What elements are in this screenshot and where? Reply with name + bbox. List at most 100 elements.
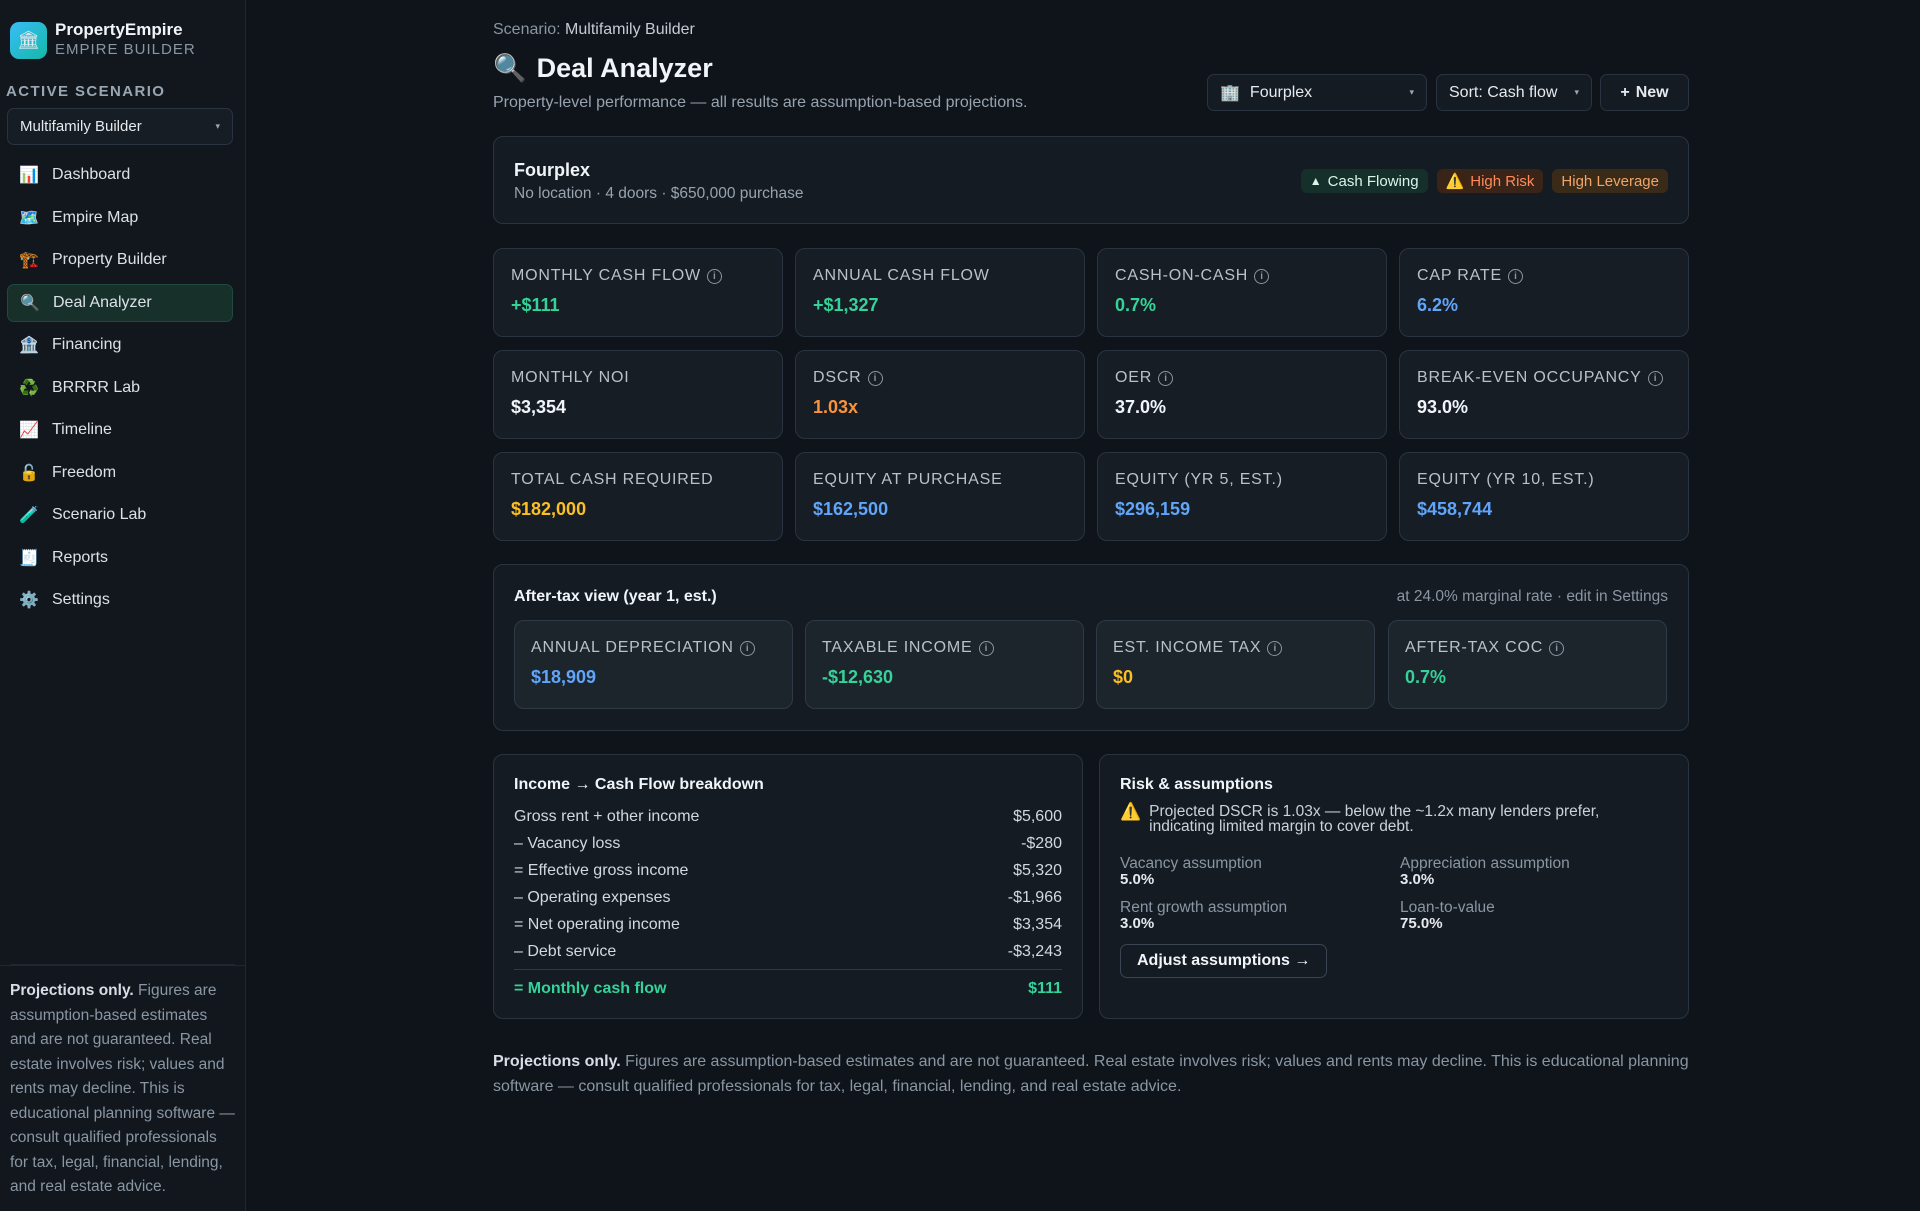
assumption-vacancy: Vacancy assumption 5.0% xyxy=(1120,856,1380,888)
sidebar-item-label: Reports xyxy=(52,548,109,566)
metric-total-cash-required: TOTAL CASH REQUIRED $182,000 xyxy=(493,452,783,541)
sidebar-item-financing[interactable]: 🏦 Financing xyxy=(7,326,233,364)
sidebar-disclaimer: Projections only. Figures are assumption… xyxy=(0,964,246,1200)
metric-equity-yr5: EQUITY (YR 5, EST.) $296,159 xyxy=(1097,452,1387,541)
metric-label: EST. INCOME TAX i xyxy=(1113,639,1283,657)
metric-label-text: BREAK-EVEN OCCUPANCY xyxy=(1417,369,1642,386)
metric-label: BREAK-EVEN OCCUPANCY i xyxy=(1417,369,1663,387)
bank-icon: 🏦 xyxy=(19,337,39,354)
metric-label-text: EQUITY AT PURCHASE xyxy=(813,471,1003,488)
property-details: No location · 4 doors · $650,000 purchas… xyxy=(514,185,804,202)
sidebar-item-reports[interactable]: 🧾 Reports xyxy=(7,539,233,577)
metric-label: MONTHLY NOI xyxy=(511,369,629,387)
metric-dscr: DSCR i 1.03x xyxy=(795,350,1085,439)
assumption-label: Rent growth assumption xyxy=(1120,899,1288,916)
metric-label-text: MONTHLY CASH FLOW xyxy=(511,267,701,284)
badge-label: Cash Flowing xyxy=(1327,172,1419,190)
metric-label: OER i xyxy=(1115,369,1174,387)
metric-annual-cash-flow: ANNUAL CASH FLOW +$1,327 xyxy=(795,248,1085,337)
after-tax-note[interactable]: at 24.0% marginal rate · edit in Setting… xyxy=(1396,588,1668,605)
metric-label-text: DSCR xyxy=(813,369,862,386)
breadcrumb: Scenario: Multifamily Builder xyxy=(493,21,695,39)
metric-label-text: ANNUAL DEPRECIATION xyxy=(531,639,734,656)
tax-taxable-income: TAXABLE INCOME i -$12,630 xyxy=(805,620,1084,709)
test-tube-icon: 🧪 xyxy=(19,507,39,524)
footer-disclaimer: Projections only. Figures are assumption… xyxy=(493,1050,1689,1099)
new-button-label: New xyxy=(1635,83,1669,101)
assumption-label: Appreciation assumption xyxy=(1400,855,1570,872)
sidebar-item-label: Property Builder xyxy=(52,251,167,268)
info-icon[interactable]: i xyxy=(978,640,994,656)
adjust-assumptions-button[interactable]: Adjust assumptions → xyxy=(1120,944,1328,978)
breakdown-value: $3,354 xyxy=(1013,916,1062,933)
metric-break-even-occupancy: BREAK-EVEN OCCUPANCY i 93.0% xyxy=(1399,350,1689,439)
metric-label-text: TOTAL CASH REQUIRED xyxy=(511,471,714,488)
breadcrumb-value[interactable]: Multifamily Builder xyxy=(565,21,695,38)
sidebar-item-label: Scenario Lab xyxy=(52,506,147,523)
brand[interactable]: 🏛 PropertyEmpire EMPIRE BUILDER xyxy=(10,20,196,60)
metric-equity-at-purchase: EQUITY AT PURCHASE $162,500 xyxy=(795,452,1085,541)
info-icon[interactable]: i xyxy=(1507,268,1523,284)
chart-icon: 📊 xyxy=(19,167,39,184)
app-name: PropertyEmpire xyxy=(55,20,183,39)
sidebar-item-deal-analyzer[interactable]: 🔍 Deal Analyzer xyxy=(7,283,233,322)
sidebar-item-empire-map[interactable]: 🗺️ Empire Map xyxy=(7,199,233,237)
sidebar-item-label: Empire Map xyxy=(52,208,139,226)
scenario-select[interactable]: Multifamily Builder ▾ xyxy=(7,108,233,145)
trend-icon: 📈 xyxy=(19,422,39,439)
badge-label: High Risk xyxy=(1470,172,1535,190)
info-icon[interactable]: i xyxy=(1254,268,1270,284)
sidebar-item-brrrr-lab[interactable]: ♻️ BRRRR Lab xyxy=(7,369,233,407)
info-icon[interactable]: i xyxy=(1549,640,1565,656)
new-button[interactable]: + New xyxy=(1600,74,1689,111)
construction-icon: 🏗️ xyxy=(19,252,39,269)
metric-value: $18,909 xyxy=(531,667,597,687)
breakdown-label: Gross rent + other income xyxy=(514,808,700,825)
breakdown-row: – Vacancy loss -$280 xyxy=(514,835,1062,853)
sidebar-item-label: Dashboard xyxy=(52,166,131,183)
metric-label: EQUITY AT PURCHASE xyxy=(813,471,1003,489)
property-select[interactable]: 🏢 Fourplex ▾ xyxy=(1207,74,1427,111)
bank-icon: 🏛 xyxy=(10,21,47,59)
info-icon[interactable]: i xyxy=(706,268,722,284)
sidebar-item-scenario-lab[interactable]: 🧪 Scenario Lab xyxy=(7,496,233,534)
metric-label-text: EQUITY (YR 10, EST.) xyxy=(1417,471,1595,488)
warning-icon: ⚠️ xyxy=(1120,802,1142,821)
sidebar-item-freedom[interactable]: 🔓 Freedom xyxy=(7,454,233,492)
property-name: Fourplex xyxy=(514,160,591,180)
info-icon[interactable]: i xyxy=(739,640,755,656)
metric-value: 1.03x xyxy=(813,397,859,417)
chevron-down-icon: ▾ xyxy=(215,121,220,131)
breakdown-value: -$3,243 xyxy=(1007,943,1062,960)
metric-label: CASH-ON-CASH i xyxy=(1115,267,1270,285)
receipt-icon: 🧾 xyxy=(19,549,39,567)
sidebar-item-label: Financing xyxy=(52,336,122,353)
info-icon[interactable]: i xyxy=(1267,640,1283,656)
sidebar-item-settings[interactable]: ⚙️ Settings xyxy=(7,581,233,619)
info-icon[interactable]: i xyxy=(1158,370,1174,386)
assumption-label: Vacancy assumption xyxy=(1120,855,1262,872)
map-icon: 🗺️ xyxy=(19,209,39,227)
chevron-down-icon: ▾ xyxy=(1409,87,1414,97)
metric-label: CAP RATE i xyxy=(1417,267,1523,285)
metric-label: AFTER-TAX COC i xyxy=(1405,639,1565,657)
sidebar-item-property-builder[interactable]: 🏗️ Property Builder xyxy=(7,241,233,279)
tax-annual-depreciation: ANNUAL DEPRECIATION i $18,909 xyxy=(514,620,793,709)
breakdown-row: – Debt service -$3,243 xyxy=(514,943,1062,961)
gear-icon: ⚙️ xyxy=(19,592,39,609)
sidebar-item-timeline[interactable]: 📈 Timeline xyxy=(7,411,233,449)
metric-label-text: EST. INCOME TAX xyxy=(1113,639,1262,656)
badge-high-risk: ⚠️ High Risk xyxy=(1436,169,1544,193)
sort-select[interactable]: Sort: Cash flow ▾ xyxy=(1436,74,1592,111)
breakdown-value: $5,600 xyxy=(1013,808,1062,825)
info-icon[interactable]: i xyxy=(1647,370,1663,386)
metric-value: +$1,327 xyxy=(813,295,879,315)
risk-card: Risk & assumptions ⚠️ Projected DSCR is 1… xyxy=(1099,754,1689,1019)
sidebar-item-dashboard[interactable]: 📊 Dashboard xyxy=(7,156,233,194)
badge-high-leverage: High Leverage xyxy=(1552,169,1668,193)
breadcrumb-label: Scenario: xyxy=(493,21,561,38)
metric-value: $162,500 xyxy=(813,499,889,519)
metric-label-text: MONTHLY NOI xyxy=(511,369,630,386)
plus-icon: + xyxy=(1620,83,1630,101)
info-icon[interactable]: i xyxy=(867,370,883,386)
